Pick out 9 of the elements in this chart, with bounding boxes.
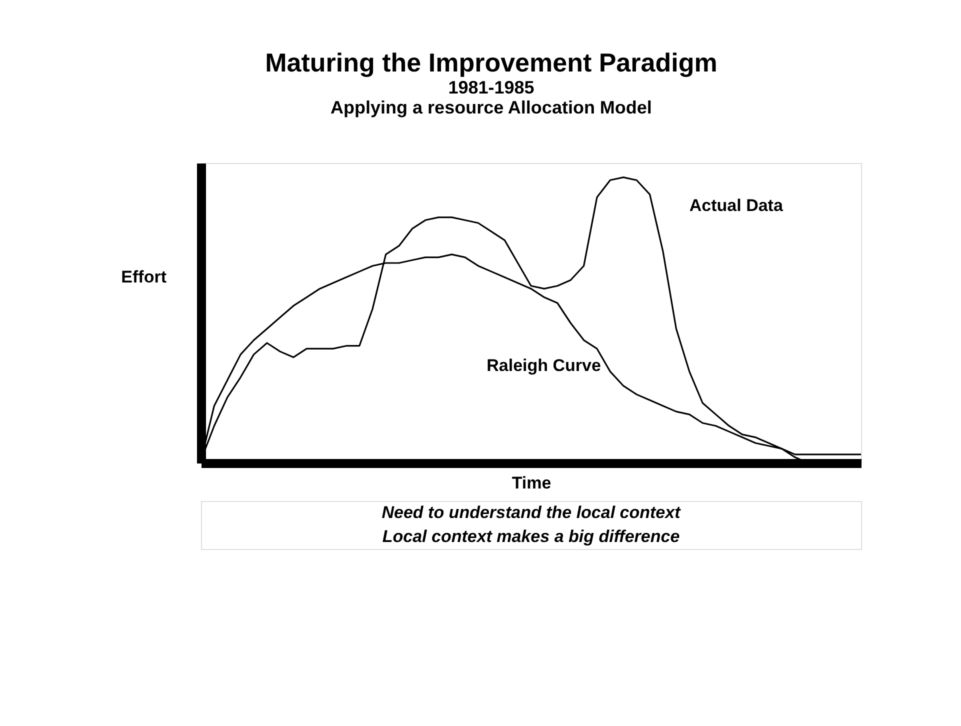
text: 1981-1985 [448,78,534,98]
series-label: Raleigh Curve [486,356,601,375]
text: Need to understand the local context [382,503,682,522]
series-label: Actual Data [689,196,784,215]
chart-title: Maturing the Improvement Paradigm [265,48,718,78]
y-axis-title: Effort [121,268,167,286]
text: Applying a resource Allocation Model [330,98,652,118]
x-axis-title: Time [512,474,552,492]
text: Local context makes a big difference [382,527,680,546]
